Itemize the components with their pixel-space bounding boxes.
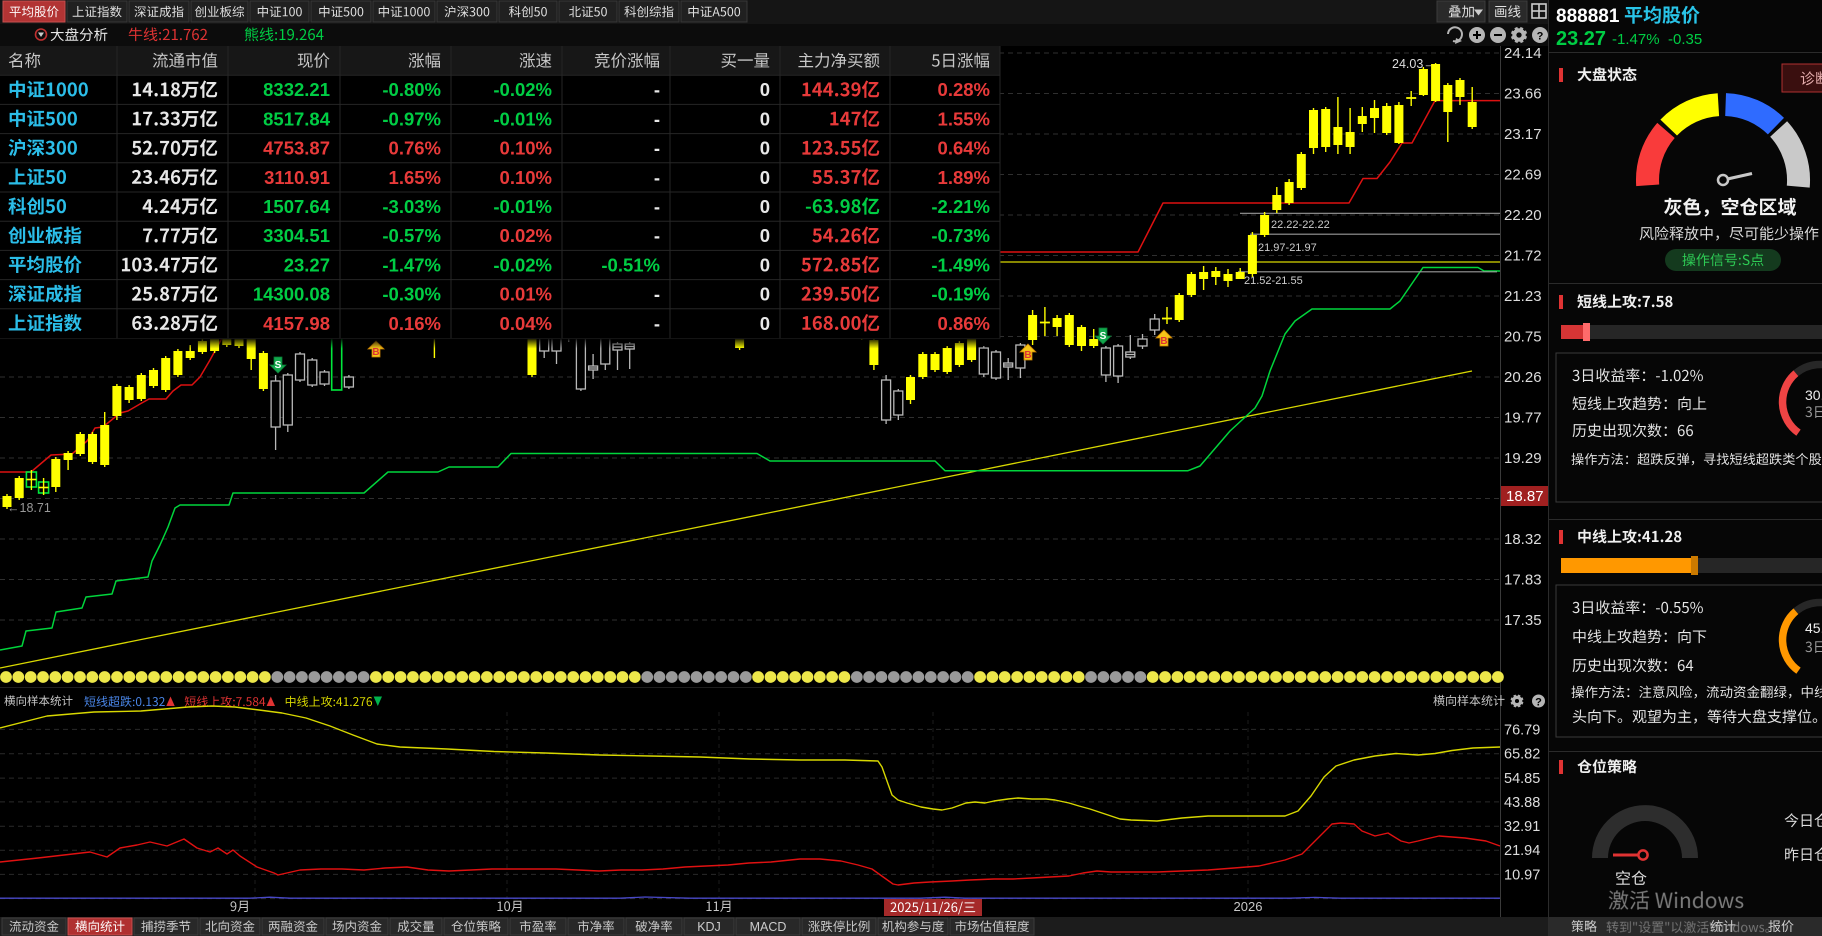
svg-text:23.27: 23.27 [284,254,330,275]
svg-text:-0.02%: -0.02% [493,254,552,275]
svg-text:S: S [1100,331,1107,342]
svg-text:4157.98: 4157.98 [263,313,330,334]
svg-text:-1.47%: -1.47% [1612,31,1660,48]
svg-text:18.87: 18.87 [1506,488,1544,505]
svg-text:0: 0 [760,313,770,334]
svg-text:21.94: 21.94 [1504,843,1540,859]
svg-text:76.79: 76.79 [1504,722,1540,738]
svg-text:-: - [654,196,660,217]
svg-text:-0.51%: -0.51% [601,254,660,275]
svg-text:23.27: 23.27 [1556,28,1606,50]
svg-text:3304.51: 3304.51 [263,225,330,246]
svg-text:0.16%: 0.16% [389,313,441,334]
svg-text:2026: 2026 [1234,899,1263,914]
svg-text:←18.71: ←18.71 [7,501,51,515]
svg-text:21.52-21.55: 21.52-21.55 [1244,275,1303,287]
svg-text:0.01%: 0.01% [500,284,552,305]
svg-text:B: B [372,347,379,358]
svg-text:-0.80%: -0.80% [382,79,441,100]
svg-text:0.76%: 0.76% [389,138,441,159]
svg-text:-: - [654,79,660,100]
svg-text:3110.91: 3110.91 [264,167,330,188]
svg-text:0.28%: 0.28% [938,79,990,100]
svg-text:22.69: 22.69 [1504,167,1542,184]
svg-text:-0.01%: -0.01% [493,196,552,217]
svg-text:54.85: 54.85 [1504,771,1540,787]
svg-text:19.29: 19.29 [1504,450,1542,467]
svg-text:-0.73%: -0.73% [931,225,990,246]
svg-text:10.97: 10.97 [1504,867,1540,883]
svg-text:1507.64: 1507.64 [263,196,331,217]
svg-text:MACD: MACD [750,920,787,934]
svg-text:65.82: 65.82 [1504,747,1540,763]
svg-text:0: 0 [760,284,770,305]
svg-text:20.75: 20.75 [1504,329,1542,346]
svg-text:21.97-21.97: 21.97-21.97 [1258,242,1317,254]
svg-text:-0.01%: -0.01% [493,108,552,129]
svg-text:0.10%: 0.10% [500,167,552,188]
svg-text:-: - [654,313,660,334]
svg-text:8517.84: 8517.84 [263,108,331,129]
svg-text:0: 0 [760,79,770,100]
svg-text:0.86%: 0.86% [938,313,990,334]
svg-text:-0.02%: -0.02% [493,79,552,100]
svg-text:0.10%: 0.10% [500,138,552,159]
svg-text:KDJ: KDJ [697,920,721,934]
svg-text:21.23: 21.23 [1504,288,1542,305]
svg-text:22.22-22.22: 22.22-22.22 [1271,219,1330,231]
svg-text:1.65%: 1.65% [389,167,441,188]
svg-text:-1.47%: -1.47% [382,254,441,275]
svg-text:4753.87: 4753.87 [263,138,330,159]
svg-text:-1.49%: -1.49% [931,254,990,275]
svg-text:0: 0 [760,254,770,275]
svg-text:?: ? [1535,697,1542,709]
svg-text:0: 0 [760,108,770,129]
svg-text:-0.35: -0.35 [1668,31,1702,48]
svg-text:1.55%: 1.55% [938,108,990,129]
svg-text:23.17: 23.17 [1504,126,1542,143]
svg-text:24.14: 24.14 [1504,45,1542,62]
svg-text:45.94%: 45.94% [1805,620,1822,636]
svg-text:888881: 888881 [1556,6,1620,27]
svg-text:-: - [654,225,660,246]
svg-text:32.91: 32.91 [1504,819,1540,835]
svg-text:0: 0 [760,196,770,217]
svg-text:21.72: 21.72 [1504,248,1542,265]
svg-text:1.89%: 1.89% [938,167,990,188]
svg-text:23.66: 23.66 [1504,86,1542,103]
svg-text:0: 0 [760,225,770,246]
svg-text:8332.21: 8332.21 [263,79,330,100]
svg-text:20.26: 20.26 [1504,369,1542,386]
svg-text:B: B [1024,350,1031,361]
svg-text:-2.21%: -2.21% [931,196,990,217]
svg-text:17.83: 17.83 [1504,572,1542,589]
svg-text:-0.19%: -0.19% [931,284,990,305]
svg-text:0: 0 [760,167,770,188]
svg-text:0.64%: 0.64% [938,138,990,159]
svg-text:43.88: 43.88 [1504,795,1540,811]
svg-text:0.02%: 0.02% [500,225,552,246]
svg-text:-: - [654,138,660,159]
svg-text:30.77%: 30.77% [1805,387,1822,403]
svg-text:0: 0 [760,138,770,159]
svg-text:?: ? [1537,31,1544,43]
svg-text:24.03→: 24.03→ [1392,57,1436,71]
svg-text:0.04%: 0.04% [500,313,552,334]
svg-text:-0.97%: -0.97% [382,108,441,129]
svg-text:-: - [654,108,660,129]
svg-text:-: - [654,284,660,305]
svg-text:S: S [275,360,282,371]
svg-text:19.77: 19.77 [1504,410,1542,427]
svg-text:-: - [654,167,660,188]
svg-text:-3.03%: -3.03% [382,196,441,217]
svg-text:22.20: 22.20 [1504,207,1542,224]
svg-text:-0.30%: -0.30% [382,284,441,305]
svg-text:18.32: 18.32 [1504,531,1542,548]
svg-text:14300.08: 14300.08 [253,284,330,305]
svg-text:17.35: 17.35 [1504,612,1542,629]
svg-text:-0.57%: -0.57% [382,225,441,246]
svg-text:B: B [1160,336,1167,347]
